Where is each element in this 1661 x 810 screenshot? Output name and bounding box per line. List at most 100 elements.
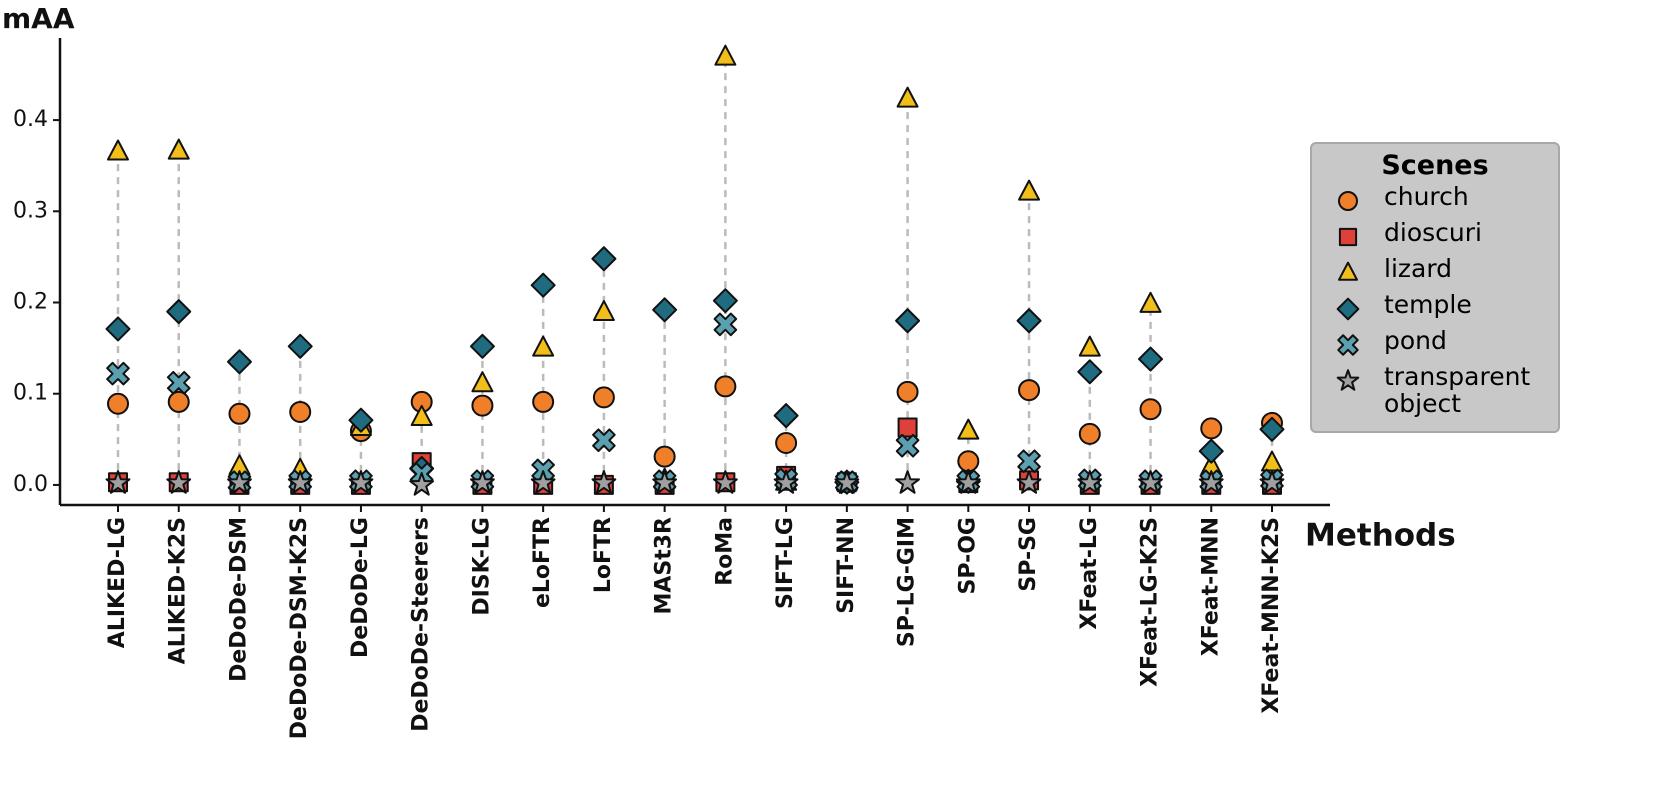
x-tick-label: MASt3R (652, 517, 677, 615)
legend: Scenes church dioscuri lizard temple pond tra… (1310, 142, 1560, 433)
legend-icon (1336, 369, 1360, 391)
marker (530, 470, 556, 494)
marker (1078, 335, 1101, 357)
x-tick-label: ALIKED-K2S (166, 517, 191, 664)
marker (714, 44, 737, 66)
marker (955, 470, 981, 494)
marker (1077, 359, 1103, 385)
legend-icon (1337, 334, 1359, 356)
marker (1018, 179, 1041, 201)
marker (1261, 450, 1283, 472)
marker (289, 400, 312, 423)
legend-label: church (1384, 182, 1469, 211)
marker (166, 470, 192, 494)
marker (591, 246, 617, 272)
marker (226, 349, 252, 375)
marker (714, 375, 737, 398)
legend-entry: dioscuri (1334, 219, 1558, 251)
marker (228, 402, 251, 425)
legend-icon (1338, 191, 1358, 211)
marker (897, 417, 918, 438)
marker (166, 299, 192, 325)
marker (105, 470, 131, 494)
legend-marker (1336, 369, 1360, 391)
marker (106, 361, 130, 386)
marker (895, 470, 920, 494)
marker (591, 470, 617, 494)
marker (167, 390, 190, 413)
x-tick-label: XFeat-LG-K2S (1138, 517, 1163, 687)
x-tick-label: RoMa (712, 517, 737, 586)
legend-label: dioscuri (1384, 218, 1482, 247)
y-tick-label: 0.3 (13, 198, 48, 223)
marker (167, 138, 190, 160)
legend-entry: temple (1334, 291, 1558, 323)
legend-icon (1338, 261, 1358, 281)
x-tick-label: SIFT-NN (834, 517, 859, 614)
marker (166, 370, 191, 395)
legend-marker (1338, 227, 1358, 247)
y-tick-label: 0.1 (13, 381, 48, 406)
marker (1018, 379, 1041, 402)
x-tick-label: SIFT-LG (773, 517, 798, 609)
legend-entry: lizard (1334, 255, 1558, 287)
x-tick-label: DeDoDe-DSM-K2S (287, 517, 312, 739)
marker (530, 272, 556, 298)
marker (712, 470, 738, 494)
marker (896, 86, 919, 108)
marker (652, 297, 678, 323)
marker (1259, 416, 1285, 442)
x-tick-label: SP-OG (955, 517, 980, 594)
x-tick-label: DeDoDe-DSM (226, 517, 251, 682)
marker (287, 470, 313, 494)
marker (957, 418, 980, 440)
marker (1138, 470, 1163, 494)
legend-icon (1336, 297, 1360, 321)
marker (471, 371, 494, 393)
y-tick-label: 0.4 (13, 107, 48, 132)
marker (896, 380, 919, 403)
x-tick-label: SP-SG (1016, 517, 1041, 592)
marker (1198, 470, 1224, 494)
x-tick-label: ALIKED-LG (105, 517, 130, 648)
marker (287, 333, 313, 359)
y-axis-label: mAA (2, 2, 75, 35)
x-axis-label: Methods (1305, 518, 1456, 554)
x-tick-label: DeDoDe-LG (348, 517, 373, 658)
marker (532, 390, 555, 413)
x-tick-label: XFeat-MNN (1198, 517, 1223, 656)
legend-title: Scenes (1381, 150, 1489, 181)
marker (773, 470, 799, 494)
marker (1200, 417, 1223, 440)
marker (712, 288, 738, 314)
legend-marker (1337, 334, 1359, 356)
marker (895, 308, 921, 334)
marker (107, 139, 129, 161)
marker (775, 431, 798, 454)
legend-marker (1338, 261, 1358, 281)
marker (773, 403, 799, 429)
marker (409, 471, 435, 496)
marker (410, 404, 433, 426)
marker (107, 392, 129, 415)
marker (713, 312, 738, 337)
legend-marker (1336, 297, 1360, 321)
marker (1016, 470, 1042, 494)
x-tick-label: XFeat-MNN-K2S (1259, 517, 1284, 714)
marker (1259, 470, 1285, 494)
legend-entry: church (1334, 183, 1558, 215)
marker (105, 316, 131, 342)
marker (592, 386, 615, 409)
marker (1016, 308, 1042, 334)
marker (348, 407, 374, 433)
marker (895, 433, 920, 458)
marker (227, 470, 252, 494)
marker (1139, 398, 1162, 421)
legend-icon (1338, 227, 1358, 247)
legend-label: transparent object (1384, 362, 1531, 418)
x-tick-label: XFeat-LG (1077, 517, 1102, 630)
marker (834, 470, 860, 494)
marker (652, 470, 678, 494)
